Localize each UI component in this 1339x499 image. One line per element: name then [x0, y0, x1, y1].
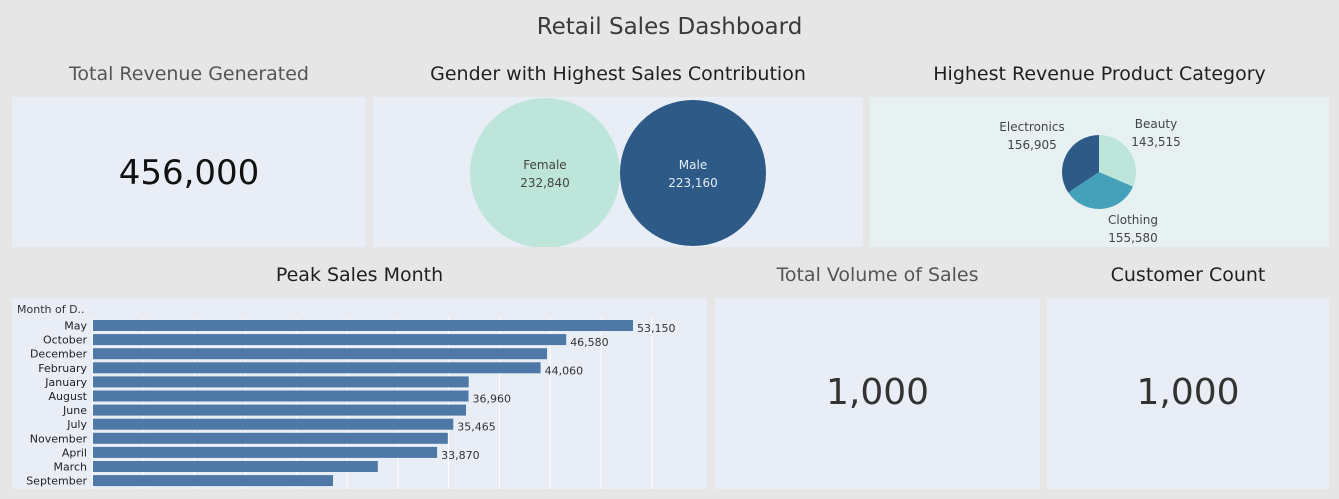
bubble-female[interactable] [470, 98, 620, 248]
bar-category-label-april: April [62, 446, 87, 459]
peak-month-panel: Month of D.. May 53,150 October 46,580 Decem… [12, 298, 707, 489]
pie-slice-clothing[interactable] [1068, 172, 1133, 209]
bar-march[interactable] [93, 461, 378, 472]
bar-august[interactable] [93, 390, 469, 402]
bar-category-label-may: May [64, 320, 87, 333]
category-pie-chart: Beauty 143,515 Clothing 155,580 Electron… [999, 117, 1181, 245]
bar-september[interactable] [93, 475, 333, 487]
total-revenue-title: Total Revenue Generated [69, 63, 309, 85]
peak-month-title: Peak Sales Month [275, 264, 444, 286]
bar-category-label-october: October [43, 334, 87, 347]
total-revenue-value: 456,000 [118, 153, 260, 193]
bar-value-label-april: 33,870 [441, 449, 480, 462]
pie-slice-electronics[interactable] [1062, 135, 1099, 193]
category-chart-title: Highest Revenue Product Category [933, 63, 1266, 85]
customer-count-title: Customer Count [1110, 264, 1266, 286]
customer-count-value: 1,000 [1136, 372, 1240, 413]
bar-value-label-october: 46,580 [570, 336, 609, 349]
bar-july[interactable] [93, 418, 454, 430]
bar-value-label-july: 35,465 [457, 421, 496, 434]
bubble-male[interactable] [620, 100, 766, 246]
pie-clothing-value: 155,580 [1108, 231, 1158, 245]
total-volume-title: Total Volume of Sales [776, 264, 979, 286]
bar-category-label-january: January [44, 376, 87, 389]
pie-beauty-label: Beauty [1135, 117, 1177, 131]
bar-december[interactable] [93, 348, 547, 360]
bubble-female-label: Female [523, 158, 566, 172]
bar-category-label-december: December [30, 348, 88, 361]
peak-month-bar-chart: Month of D.. May 53,150 October 46,580 Decem… [17, 303, 676, 489]
bar-category-label-november: November [30, 432, 88, 445]
bubble-male-label: Male [679, 158, 707, 172]
pie-beauty-value: 143,515 [1131, 135, 1181, 149]
bar-november[interactable] [93, 432, 448, 444]
pie-electronics-value: 156,905 [1007, 138, 1057, 152]
gender-chart-title: Gender with Highest Sales Contribution [430, 63, 806, 85]
gender-bubble-chart: Female 232,840 Male 223,160 [470, 98, 766, 248]
month-column-header: Month of D.. [17, 303, 85, 316]
pie-clothing-label: Clothing [1108, 213, 1158, 227]
bar-value-label-february: 44,060 [545, 364, 584, 377]
customer-count-panel: 1,000 [1047, 298, 1329, 489]
bar-february[interactable] [93, 362, 541, 374]
dashboard-title: Retail Sales Dashboard [536, 14, 803, 40]
bar-category-label-september: September [26, 475, 87, 488]
bubble-female-value: 232,840 [520, 176, 570, 190]
total-revenue-panel: 456,000 [12, 97, 366, 247]
bar-category-label-february: February [38, 362, 87, 375]
bar-may[interactable] [93, 320, 633, 331]
category-panel: Beauty 143,515 Clothing 155,580 Electron… [870, 97, 1329, 247]
bar-value-label-may: 53,150 [637, 322, 676, 335]
pie-electronics-label: Electronics [999, 120, 1064, 134]
bar-category-label-march: March [53, 461, 87, 474]
bar-april[interactable] [93, 446, 438, 458]
bar-october[interactable] [93, 334, 567, 346]
bar-category-label-june: June [62, 404, 87, 417]
bar-june[interactable] [93, 404, 466, 416]
total-volume-value: 1,000 [825, 372, 930, 413]
pie-slice-beauty[interactable] [1099, 135, 1136, 187]
bar-january[interactable] [93, 376, 469, 388]
bar-category-label-august: August [49, 390, 88, 403]
bar-category-label-july: July [66, 418, 87, 431]
bubble-male-value: 223,160 [668, 176, 718, 190]
bar-value-label-august: 36,960 [473, 393, 512, 406]
total-volume-panel: 1,000 [715, 298, 1040, 489]
gender-panel: Female 232,840 Male 223,160 [373, 97, 863, 248]
